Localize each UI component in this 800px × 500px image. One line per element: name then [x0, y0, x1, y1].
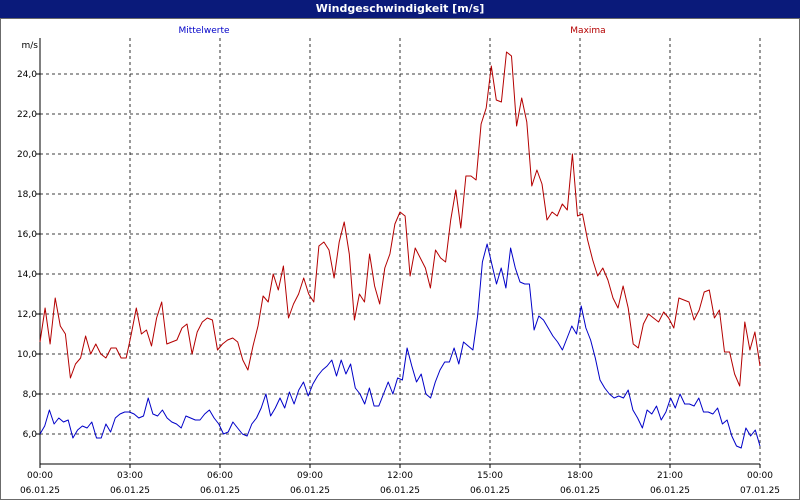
x-tick-label-time: 15:00	[477, 471, 503, 481]
y-tick-label: 16,0	[17, 230, 37, 240]
x-tick-label-date: 06.01.25	[650, 486, 690, 496]
x-tick-label-date: 06.01.25	[380, 486, 420, 496]
x-tick-label-date: 06.01.25	[110, 486, 150, 496]
legend-entry-maxima: Maxima	[570, 26, 605, 36]
x-tick-label-time: 09:00	[297, 471, 323, 481]
y-tick-label: 24,0	[17, 70, 37, 80]
series-lines	[39, 51, 761, 449]
y-tick-label: 14,0	[17, 270, 37, 280]
x-tick-label-date: 07.01.25	[740, 486, 780, 496]
legend-entry-mittelwerte: Mittelwerte	[178, 26, 229, 36]
x-axis-ticks: 00:00 06.01.25 03:00 06.01.25 06:00 06.01.25 0…	[20, 464, 780, 496]
series-line-mittelwerte	[39, 243, 761, 449]
y-tick-label: 18,0	[17, 190, 37, 200]
wind-speed-chart: 6,0 8,0 10,0 12,0 14,0 16,0 18,0 20,0 22,0 24,0 0…	[17, 26, 780, 496]
x-tick-label-date: 06.01.25	[290, 486, 330, 496]
x-tick-label-time: 21:00	[657, 471, 683, 481]
x-tick-label-time: 03:00	[117, 471, 143, 481]
y-tick-label: 10,0	[17, 350, 37, 360]
x-tick-label-time: 12:00	[387, 471, 413, 481]
y-tick-label: 20,0	[17, 150, 37, 160]
y-tick-label: 8,0	[23, 390, 38, 400]
chart-title: Windgeschwindigkeit [m/s]	[0, 0, 800, 18]
x-tick-label-time: 00:00	[27, 471, 53, 481]
y-tick-label: 6,0	[23, 430, 38, 440]
y-tick-label: 22,0	[17, 110, 37, 120]
x-tick-label-time: 18:00	[567, 471, 593, 481]
y-axis-label: m/s	[22, 41, 39, 51]
x-tick-label-date: 06.01.25	[470, 486, 510, 496]
x-tick-label-date: 06.01.25	[200, 486, 240, 496]
y-tick-label: 12,0	[17, 310, 37, 320]
x-tick-label-time: 06:00	[207, 471, 233, 481]
series-line-maxima	[39, 51, 761, 387]
x-tick-label-date: 06.01.25	[560, 486, 600, 496]
y-axis-ticks: 6,0 8,0 10,0 12,0 14,0 16,0 18,0 20,0 22,0 24,0	[17, 70, 40, 440]
legend: Mittelwerte Maxima	[178, 26, 605, 36]
x-tick-label-date: 06.01.25	[20, 486, 60, 496]
x-tick-label-time: 00:00	[747, 471, 773, 481]
